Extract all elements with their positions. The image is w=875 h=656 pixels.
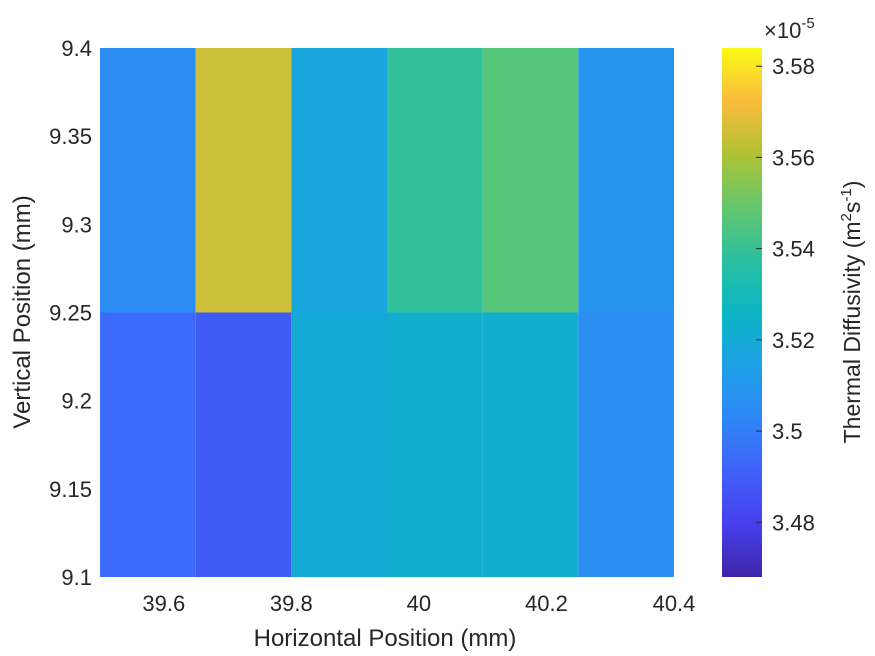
y-tick-label: 9.1 — [61, 565, 92, 590]
colorbar-label: Thermal Diffusivity (m2s-1) — [838, 181, 865, 444]
x-axis-ticks: 39.6 39.8 40 40.2 40.4 — [142, 591, 695, 616]
colorbar-tick-label: 3.56 — [772, 145, 815, 170]
x-tick-label: 39.6 — [142, 591, 185, 616]
heatmap-cell — [195, 48, 292, 313]
colorbar-exponent-base: ×10 — [764, 18, 801, 43]
heatmap-cell — [578, 312, 674, 577]
heatmap-cell — [482, 312, 579, 577]
heatmap-cell — [482, 48, 579, 313]
heatmap-cell — [387, 312, 483, 577]
colorbar-tick-label: 3.5 — [772, 419, 803, 444]
y-axis-label: Vertical Position (mm) — [9, 195, 36, 428]
heatmap-cell — [100, 312, 196, 577]
colorbar-tick-label: 3.52 — [772, 328, 815, 353]
y-tick-label: 9.35 — [49, 124, 92, 149]
heatmap-cell — [291, 312, 387, 577]
heatmap-cells — [100, 48, 674, 577]
x-tick-label: 40.2 — [525, 591, 568, 616]
x-axis-label: Horizontal Position (mm) — [254, 625, 517, 652]
y-tick-label: 9.25 — [49, 301, 92, 326]
heatmap-cell — [195, 312, 292, 577]
y-axis-ticks: 9.1 9.15 9.2 9.25 9.3 9.35 9.4 — [49, 36, 92, 590]
x-tick-label: 40 — [407, 591, 431, 616]
y-tick-label: 9.15 — [49, 477, 92, 502]
heatmap-cell — [387, 48, 483, 313]
y-tick-label: 9.3 — [61, 212, 92, 237]
colorbar — [722, 48, 762, 577]
y-tick-label: 9.2 — [61, 389, 92, 414]
y-tick-label: 9.4 — [61, 36, 92, 61]
colorbar-tick-label: 3.48 — [772, 510, 815, 535]
heatmap-cell — [291, 48, 387, 313]
colorbar-exponent: ×10-5 — [764, 15, 815, 43]
colorbar-tick-label: 3.58 — [772, 54, 815, 79]
heatmap-cell — [100, 48, 196, 313]
x-tick-label: 39.8 — [270, 591, 313, 616]
colorbar-exponent-power: -5 — [801, 15, 814, 32]
x-tick-label: 40.4 — [653, 591, 696, 616]
heatmap-cell — [578, 48, 674, 313]
colorbar-ticks: 3.48 3.5 3.52 3.54 3.56 3.58 — [756, 54, 815, 535]
colorbar-tick-label: 3.54 — [772, 237, 815, 262]
